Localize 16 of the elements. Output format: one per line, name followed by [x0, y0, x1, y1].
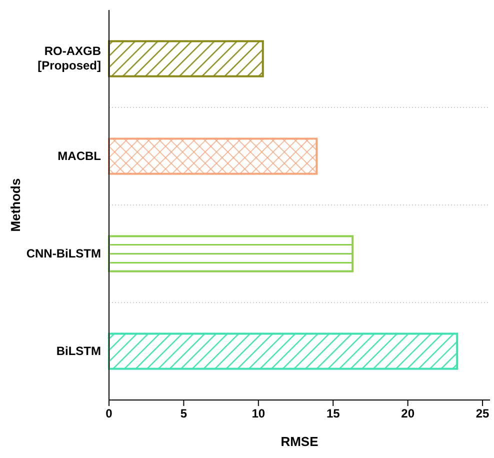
bar	[108, 235, 354, 272]
y-tick-label: MACBL	[58, 149, 101, 164]
x-axis-title: RMSE	[280, 434, 319, 449]
bar	[108, 40, 264, 78]
x-tick-label: 5	[180, 406, 188, 421]
x-tick-label: 25	[476, 406, 490, 421]
bar	[108, 332, 458, 370]
y-axis-title: Methods	[8, 178, 23, 232]
x-tick-label: 0	[106, 406, 113, 421]
y-tick-label: RO-AXGB [Proposed]	[38, 44, 102, 73]
x-tick-label: 10	[252, 406, 266, 421]
y-tick-label: BiLSTM	[56, 344, 101, 358]
x-tick-label: 15	[326, 406, 340, 421]
y-tick-label: CNN-BiLSTM	[26, 246, 101, 261]
x-tick-label: 20	[401, 406, 415, 421]
bar	[108, 138, 318, 175]
